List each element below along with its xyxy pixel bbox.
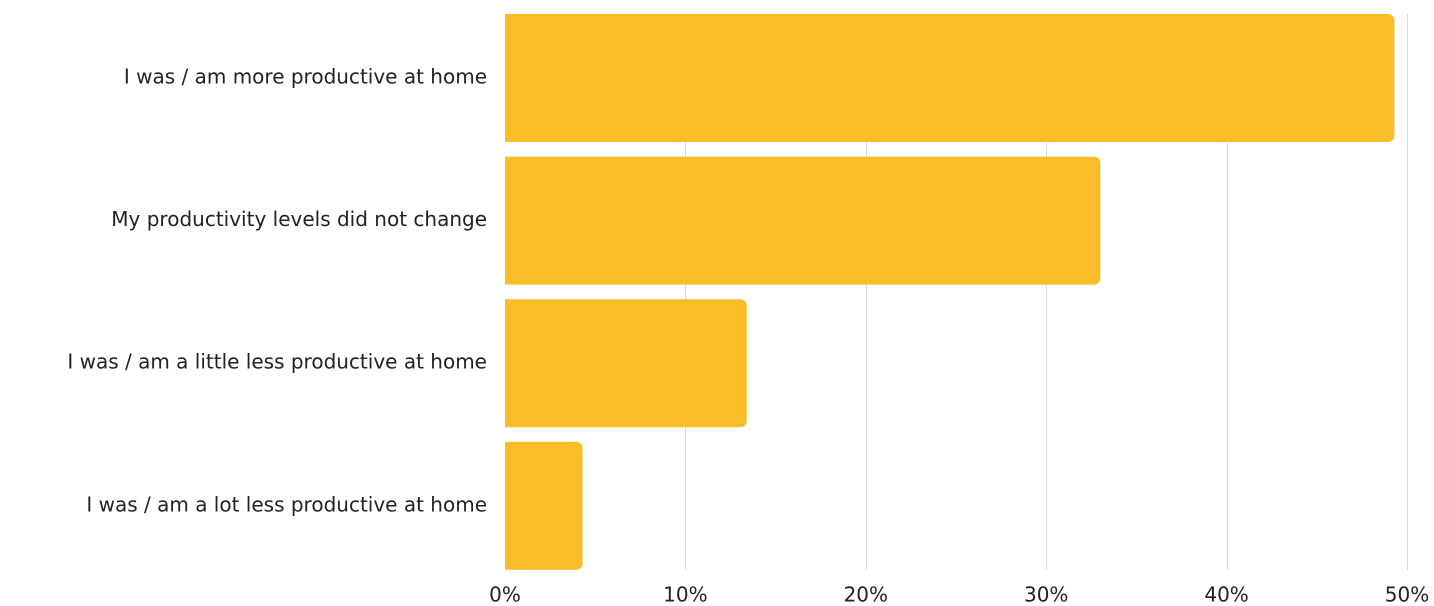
category-label: I was / am a lot less productive at home bbox=[86, 492, 487, 516]
category-labels: I was / am more productive at home My pro… bbox=[67, 65, 487, 517]
x-tick-label: 40% bbox=[1204, 583, 1248, 606]
x-tick-label: 50% bbox=[1385, 583, 1429, 606]
bar bbox=[505, 14, 1395, 142]
category-label: I was / am a little less productive at h… bbox=[67, 350, 487, 374]
bar bbox=[505, 299, 747, 428]
x-tick-label: 10% bbox=[663, 583, 707, 606]
bar bbox=[505, 156, 1101, 285]
category-label: My productivity levels did not change bbox=[111, 207, 487, 231]
bar-layer bbox=[505, 14, 1395, 570]
x-tick-label: 20% bbox=[844, 583, 888, 606]
x-tick-label: 30% bbox=[1024, 583, 1068, 606]
x-axis-tick-labels: 0% 10% 20% 30% 40% 50% bbox=[489, 583, 1429, 606]
bar bbox=[505, 441, 583, 570]
category-label: I was / am more productive at home bbox=[124, 65, 487, 89]
x-tick-label: 0% bbox=[489, 583, 521, 606]
